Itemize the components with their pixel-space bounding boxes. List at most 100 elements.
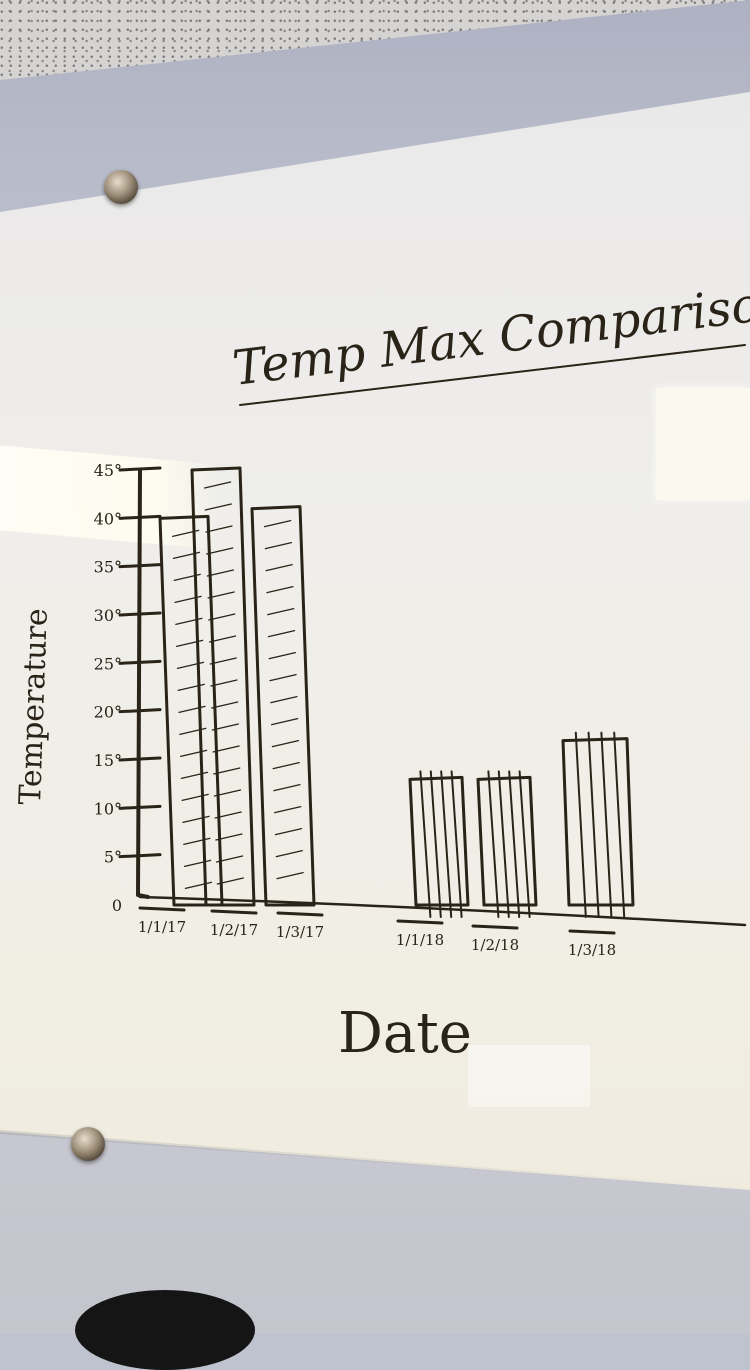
bar-stroke [429,770,442,918]
bar-stroke [450,770,463,918]
bar-hatch [211,701,239,709]
bar-hatch [181,793,209,801]
title-underline [239,344,746,406]
y-tick [118,756,162,762]
bar-stroke [440,770,453,918]
bar-hatch [206,569,235,577]
bar-stroke [518,770,531,918]
y-tick-label: 40° [94,509,122,528]
x-tick [471,924,519,930]
x-tick-label: 1/2/17 [210,921,258,939]
x-tick-label: 1/1/17 [138,918,186,936]
bar-hatch [208,635,237,643]
bar-hatch [265,564,293,572]
bar-hatch [208,613,236,621]
x-tick-label: 1/3/18 [568,941,616,959]
y-tick [118,466,162,472]
x-tick-label: 1/2/18 [471,936,519,954]
x-axis-label: Date [338,1001,472,1066]
x-tick [276,911,324,917]
y-tick [118,611,162,617]
bar-hatch [274,806,302,814]
bar-hatch [270,696,298,704]
bar-hatch [205,525,233,533]
bar-hatch [183,837,211,845]
bar-hatch [203,481,232,489]
bar-stroke [487,770,500,918]
bar-hatch [210,679,238,687]
bar [408,775,470,907]
bar-stroke [600,731,613,918]
x-tick [210,909,258,915]
bar-hatch [182,815,210,823]
bar-hatch [179,749,208,757]
bar [250,505,316,907]
y-tick-label: 10° [94,799,122,818]
bar-hatch [206,547,234,555]
whiteboard [0,92,750,1190]
bar-hatch [276,872,304,880]
bar [190,466,256,907]
bar-stroke [574,731,587,918]
y-tick-label: 20° [94,703,122,722]
bar-hatch [209,657,237,665]
bar-hatch [264,542,293,550]
y-tick [118,659,162,665]
light-reflection-lower [468,1045,590,1107]
bar-hatch [267,630,296,638]
y-tick-label: 15° [94,751,122,770]
bar-hatch [263,520,292,528]
x-tick [138,906,186,912]
y-tick-label: 30° [94,606,122,625]
window-reflection [656,388,750,500]
bar-hatch [183,859,212,867]
bar-hatch [213,789,242,797]
bar-hatch [269,674,297,682]
y-tick-label: 25° [94,654,122,673]
bar-hatch [268,652,296,660]
y-tick-label: 0 [112,896,122,915]
y-tick [118,804,162,810]
board-mount-bottom [71,1127,105,1161]
bar-stroke [419,770,432,918]
bar-hatch [270,718,299,726]
bar-stroke [497,770,510,918]
bar-hatch [207,591,235,599]
y-tick-label: 35° [94,558,122,577]
x-tick-label: 1/3/17 [276,923,324,941]
x-axis-line [138,895,747,927]
bar-hatch [212,745,240,753]
y-tick [118,853,162,859]
x-tick [396,919,444,925]
bar-hatch [275,850,303,858]
bar-stroke [508,770,521,918]
y-tick [118,563,162,569]
bar-hatch [214,811,242,819]
y-axis-line [136,468,150,899]
chart-title: Temp Max Comparison [230,273,750,397]
bar-hatch [215,855,244,863]
bar [476,775,538,907]
bar-hatch [213,767,241,775]
y-tick [118,708,162,714]
bar-chart: Temp Max Comparison Temperature Date 0 5°… [13,273,750,1066]
bar-hatch [184,881,213,889]
y-tick [118,514,162,520]
bar-hatch [215,833,243,841]
bar-hatch [204,503,232,511]
x-tick [568,929,616,935]
bar-hatch [274,828,303,836]
board-mount-top [104,170,138,204]
bar [561,737,635,907]
bar-stroke [613,731,626,918]
bar-hatch [216,877,244,885]
bar-stroke [587,731,600,918]
bar-hatch [266,586,294,594]
y-axis-label: Temperature [13,608,55,806]
bar-hatch [272,762,300,770]
bar-hatch [267,608,295,616]
x-tick-label: 1/1/18 [396,931,444,949]
y-tick-label: 45° [94,461,122,480]
bar-hatch [273,784,301,792]
bar-hatch [180,771,209,779]
